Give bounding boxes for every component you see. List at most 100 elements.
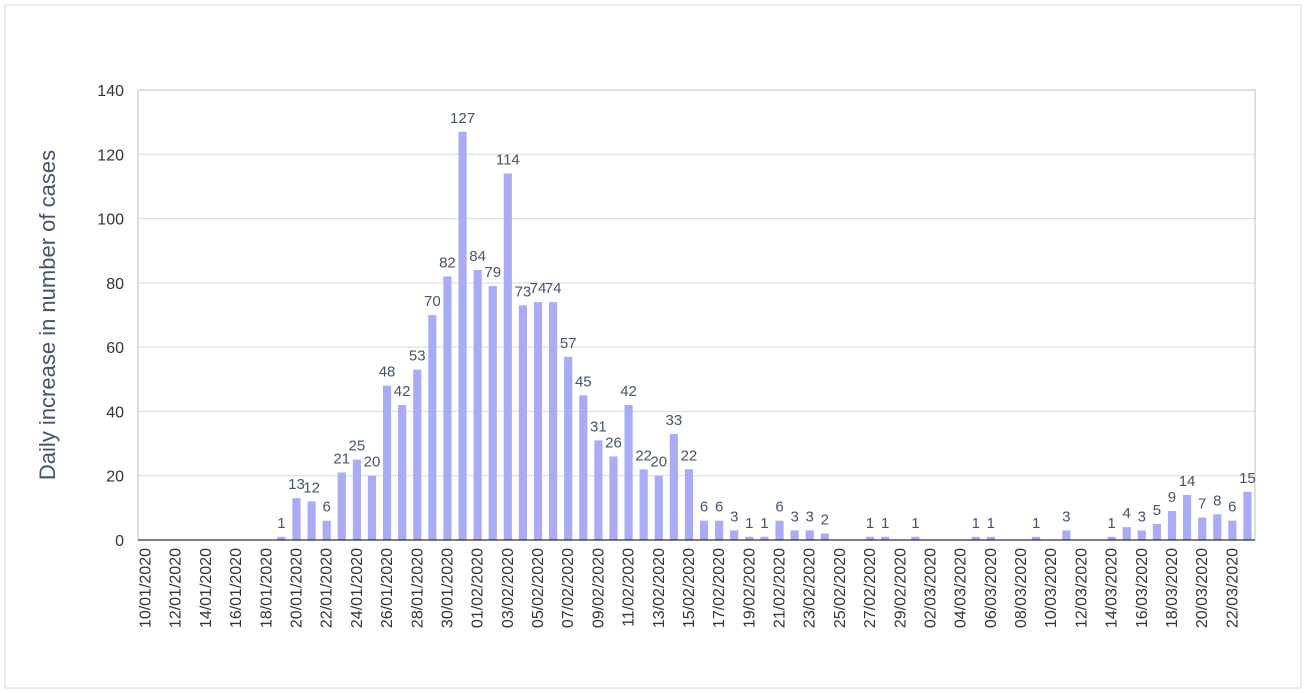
data-label: 2 — [821, 512, 829, 529]
y-axis-title: Daily increase in number of cases — [35, 150, 60, 480]
data-label: 9 — [1168, 489, 1176, 506]
data-label: 12 — [303, 479, 320, 496]
bar — [1107, 536, 1116, 540]
y-tick-label: 120 — [97, 147, 124, 164]
y-tick-label: 0 — [115, 533, 124, 550]
bar — [1152, 523, 1161, 540]
bar — [458, 131, 467, 541]
y-tick-label: 40 — [106, 404, 124, 421]
bar — [352, 459, 361, 540]
data-label: 3 — [1138, 508, 1146, 525]
bar — [428, 315, 437, 540]
bar — [639, 469, 648, 540]
data-label: 14 — [1179, 473, 1196, 490]
data-label: 1 — [866, 515, 874, 532]
bar — [473, 270, 482, 540]
bar — [790, 530, 799, 540]
x-tick-label: 27/02/2020 — [862, 548, 879, 628]
x-tick-label: 30/01/2020 — [439, 548, 456, 628]
bar — [549, 302, 558, 540]
x-tick-label: 19/02/2020 — [741, 548, 758, 628]
x-tick-label: 05/02/2020 — [530, 548, 547, 628]
data-label: 3 — [730, 508, 738, 525]
x-tick-label: 24/01/2020 — [349, 548, 366, 628]
bar — [866, 536, 875, 540]
bar — [760, 536, 769, 540]
data-label: 3 — [806, 508, 814, 525]
data-label: 22 — [635, 447, 652, 464]
data-label: 33 — [666, 412, 683, 429]
y-tick-label: 80 — [106, 276, 124, 293]
x-tick-label: 16/03/2020 — [1134, 548, 1151, 628]
data-label: 1 — [881, 515, 889, 532]
bar — [986, 536, 995, 540]
data-label: 1 — [277, 515, 285, 532]
data-label: 1 — [987, 515, 995, 532]
x-tick-label: 16/01/2020 — [228, 548, 245, 628]
x-tick-label: 14/03/2020 — [1104, 548, 1121, 628]
bar — [1137, 530, 1146, 540]
y-tick-label: 100 — [97, 212, 124, 229]
x-tick-label: 20/03/2020 — [1194, 548, 1211, 628]
bar — [820, 533, 829, 540]
y-tick-label: 20 — [106, 469, 124, 486]
x-tick-label: 22/01/2020 — [319, 548, 336, 628]
bar — [699, 520, 709, 540]
x-tick-label: 18/01/2020 — [258, 548, 275, 628]
bar — [367, 475, 377, 540]
x-tick-label: 21/02/2020 — [772, 548, 789, 628]
x-tick-label: 01/02/2020 — [470, 548, 487, 628]
data-label: 70 — [424, 293, 441, 310]
data-label: 6 — [700, 499, 708, 516]
bar — [518, 305, 527, 540]
data-label: 1 — [745, 515, 753, 532]
bar — [1167, 511, 1177, 540]
data-label: 13 — [288, 476, 305, 493]
data-label: 114 — [496, 152, 520, 169]
data-label: 127 — [450, 110, 475, 127]
bar — [881, 536, 890, 540]
bar — [277, 536, 286, 540]
x-tick-label: 17/02/2020 — [711, 548, 728, 628]
data-label: 1 — [1032, 515, 1040, 532]
x-tick-label: 12/01/2020 — [168, 548, 185, 628]
x-tick-label: 10/03/2020 — [1043, 548, 1060, 628]
bar — [594, 440, 603, 540]
data-label: 74 — [530, 280, 547, 297]
bar — [1228, 520, 1237, 540]
bar — [775, 520, 784, 540]
data-label: 25 — [349, 438, 366, 455]
data-label: 6 — [323, 499, 331, 516]
bar — [1243, 491, 1252, 540]
x-tick-label: 03/02/2020 — [500, 548, 517, 628]
data-label: 1 — [911, 515, 919, 532]
x-tick-label: 12/03/2020 — [1073, 548, 1090, 628]
bar — [564, 356, 573, 540]
bar — [1062, 530, 1071, 540]
bar — [730, 530, 739, 540]
bar — [745, 536, 754, 540]
data-label: 4 — [1123, 505, 1131, 522]
bar — [413, 369, 422, 540]
x-tick-label: 04/03/2020 — [953, 548, 970, 628]
x-tick-label: 13/02/2020 — [651, 548, 668, 628]
data-label: 3 — [790, 508, 798, 525]
bar — [398, 405, 407, 540]
bar — [1213, 514, 1222, 540]
data-label: 74 — [545, 280, 562, 297]
bar — [1198, 517, 1207, 540]
data-label: 20 — [364, 454, 381, 471]
bar — [443, 276, 452, 540]
data-label: 26 — [605, 434, 622, 451]
y-tick-label: 60 — [106, 340, 124, 357]
bar — [911, 536, 920, 540]
data-label: 1 — [972, 515, 980, 532]
bar — [292, 498, 301, 540]
data-label: 15 — [1239, 470, 1256, 487]
data-label: 6 — [1228, 499, 1236, 516]
data-label: 6 — [775, 499, 783, 516]
x-tick-label: 14/01/2020 — [198, 548, 215, 628]
data-label: 21 — [333, 451, 350, 468]
data-label: 79 — [484, 264, 501, 281]
bar — [624, 405, 633, 540]
